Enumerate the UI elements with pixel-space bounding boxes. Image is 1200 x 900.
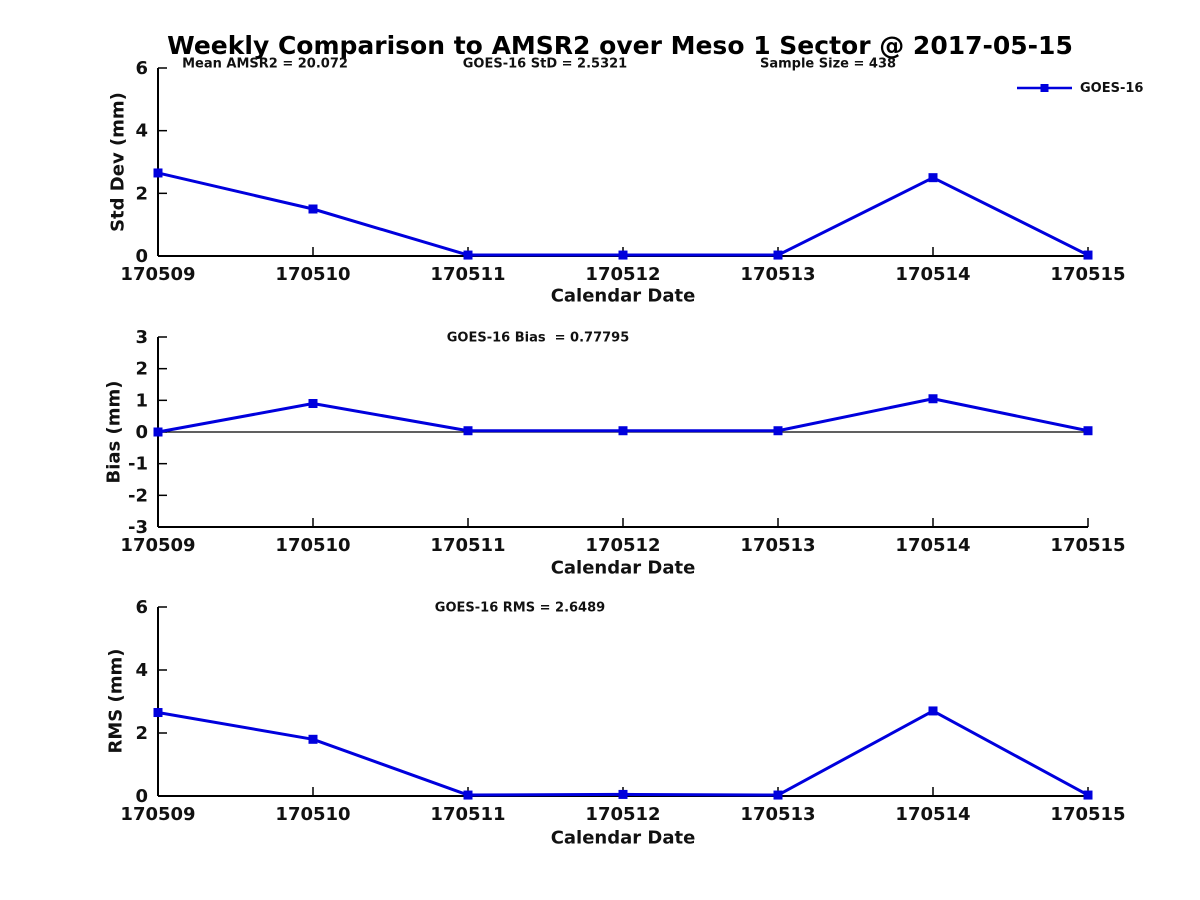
data-point-marker [928,394,938,404]
x-tick-label: 170514 [895,804,970,825]
x-tick-label: 170513 [740,535,815,556]
data-point-marker [308,734,318,744]
data-point-marker [1083,426,1093,436]
x-tick-label: 170513 [740,264,815,285]
y-axis-label-rms: RMS (mm) [105,648,127,754]
data-point-marker [1083,250,1093,260]
data-point-marker [463,426,473,436]
x-tick-label: 170509 [120,804,195,825]
x-tick-label: 170515 [1050,804,1125,825]
x-tick-label: 170509 [120,535,195,556]
annotation-goes16-rms: GOES-16 RMS = 2.6489 [434,600,606,616]
data-point-marker [463,250,473,260]
data-point-marker [463,790,473,800]
y-axis-label-bias: Bias (mm) [103,380,125,484]
y-tick-label: -1 [128,454,148,475]
data-point-marker [153,708,163,718]
legend-marker [1040,84,1049,92]
x-tick-label: 170509 [120,264,195,285]
y-tick-label: 2 [135,183,148,204]
data-point-marker [618,789,628,799]
annotation-goes16-bias: GOES-16 Bias = 0.77795 [446,330,630,346]
data-point-marker [618,426,628,436]
x-tick-label: 170513 [740,804,815,825]
x-axis-label-1: Calendar Date [550,285,696,307]
data-point-marker [773,426,783,436]
annotation-goes16-std: GOES-16 StD = 2.5321 [462,56,628,72]
data-point-marker [618,250,628,260]
annotation-sample-size: Sample Size = 438 [759,56,897,72]
series-line-goes-16 [157,709,1089,797]
x-tick-label: 170512 [585,804,660,825]
data-point-marker [928,173,938,183]
y-tick-label: 6 [135,58,148,79]
x-tick-label: 170510 [275,535,350,556]
x-tick-label: 170511 [430,264,505,285]
x-axis-label-3: Calendar Date [550,827,696,849]
x-tick-label: 170512 [585,264,660,285]
data-point-marker [1083,790,1093,800]
series-line-goes-16 [157,171,1089,257]
y-tick-label: 0 [135,246,148,267]
figure-title: Weekly Comparison to AMSR2 over Meso 1 S… [167,31,1073,60]
data-point-marker [773,790,783,800]
x-tick-label: 170511 [430,535,505,556]
data-point-marker [928,706,938,716]
y-tick-label: 6 [135,597,148,618]
x-tick-label: 170515 [1050,535,1125,556]
x-tick-label: 170514 [895,535,970,556]
y-axis-label-std-dev: Std Dev (mm) [107,92,129,232]
x-tick-label: 170510 [275,804,350,825]
x-tick-label: 170515 [1050,264,1125,285]
y-tick-label: 3 [135,327,148,348]
x-tick-label: 170510 [275,264,350,285]
annotation-mean-amsr2: Mean AMSR2 = 20.072 [182,56,348,72]
x-tick-label: 170511 [430,804,505,825]
x-tick-label: 170514 [895,264,970,285]
y-tick-label: 4 [135,660,148,681]
y-tick-label: 4 [135,121,148,142]
y-tick-label: 2 [135,359,148,380]
y-tick-label: -2 [128,485,148,506]
data-point-marker [308,204,318,214]
y-tick-label: 1 [135,390,148,411]
data-point-marker [153,168,163,178]
data-point-marker [308,399,318,408]
data-point-marker [153,427,163,437]
legend-label-goes16: GOES-16 [1080,81,1144,96]
y-tick-label: 2 [135,723,148,744]
x-axis-label-2: Calendar Date [550,557,696,579]
data-point-marker [773,250,783,260]
x-tick-label: 170512 [585,535,660,556]
y-tick-label: 0 [135,422,148,443]
y-tick-label: -3 [128,517,148,538]
y-tick-label: 0 [135,786,148,807]
